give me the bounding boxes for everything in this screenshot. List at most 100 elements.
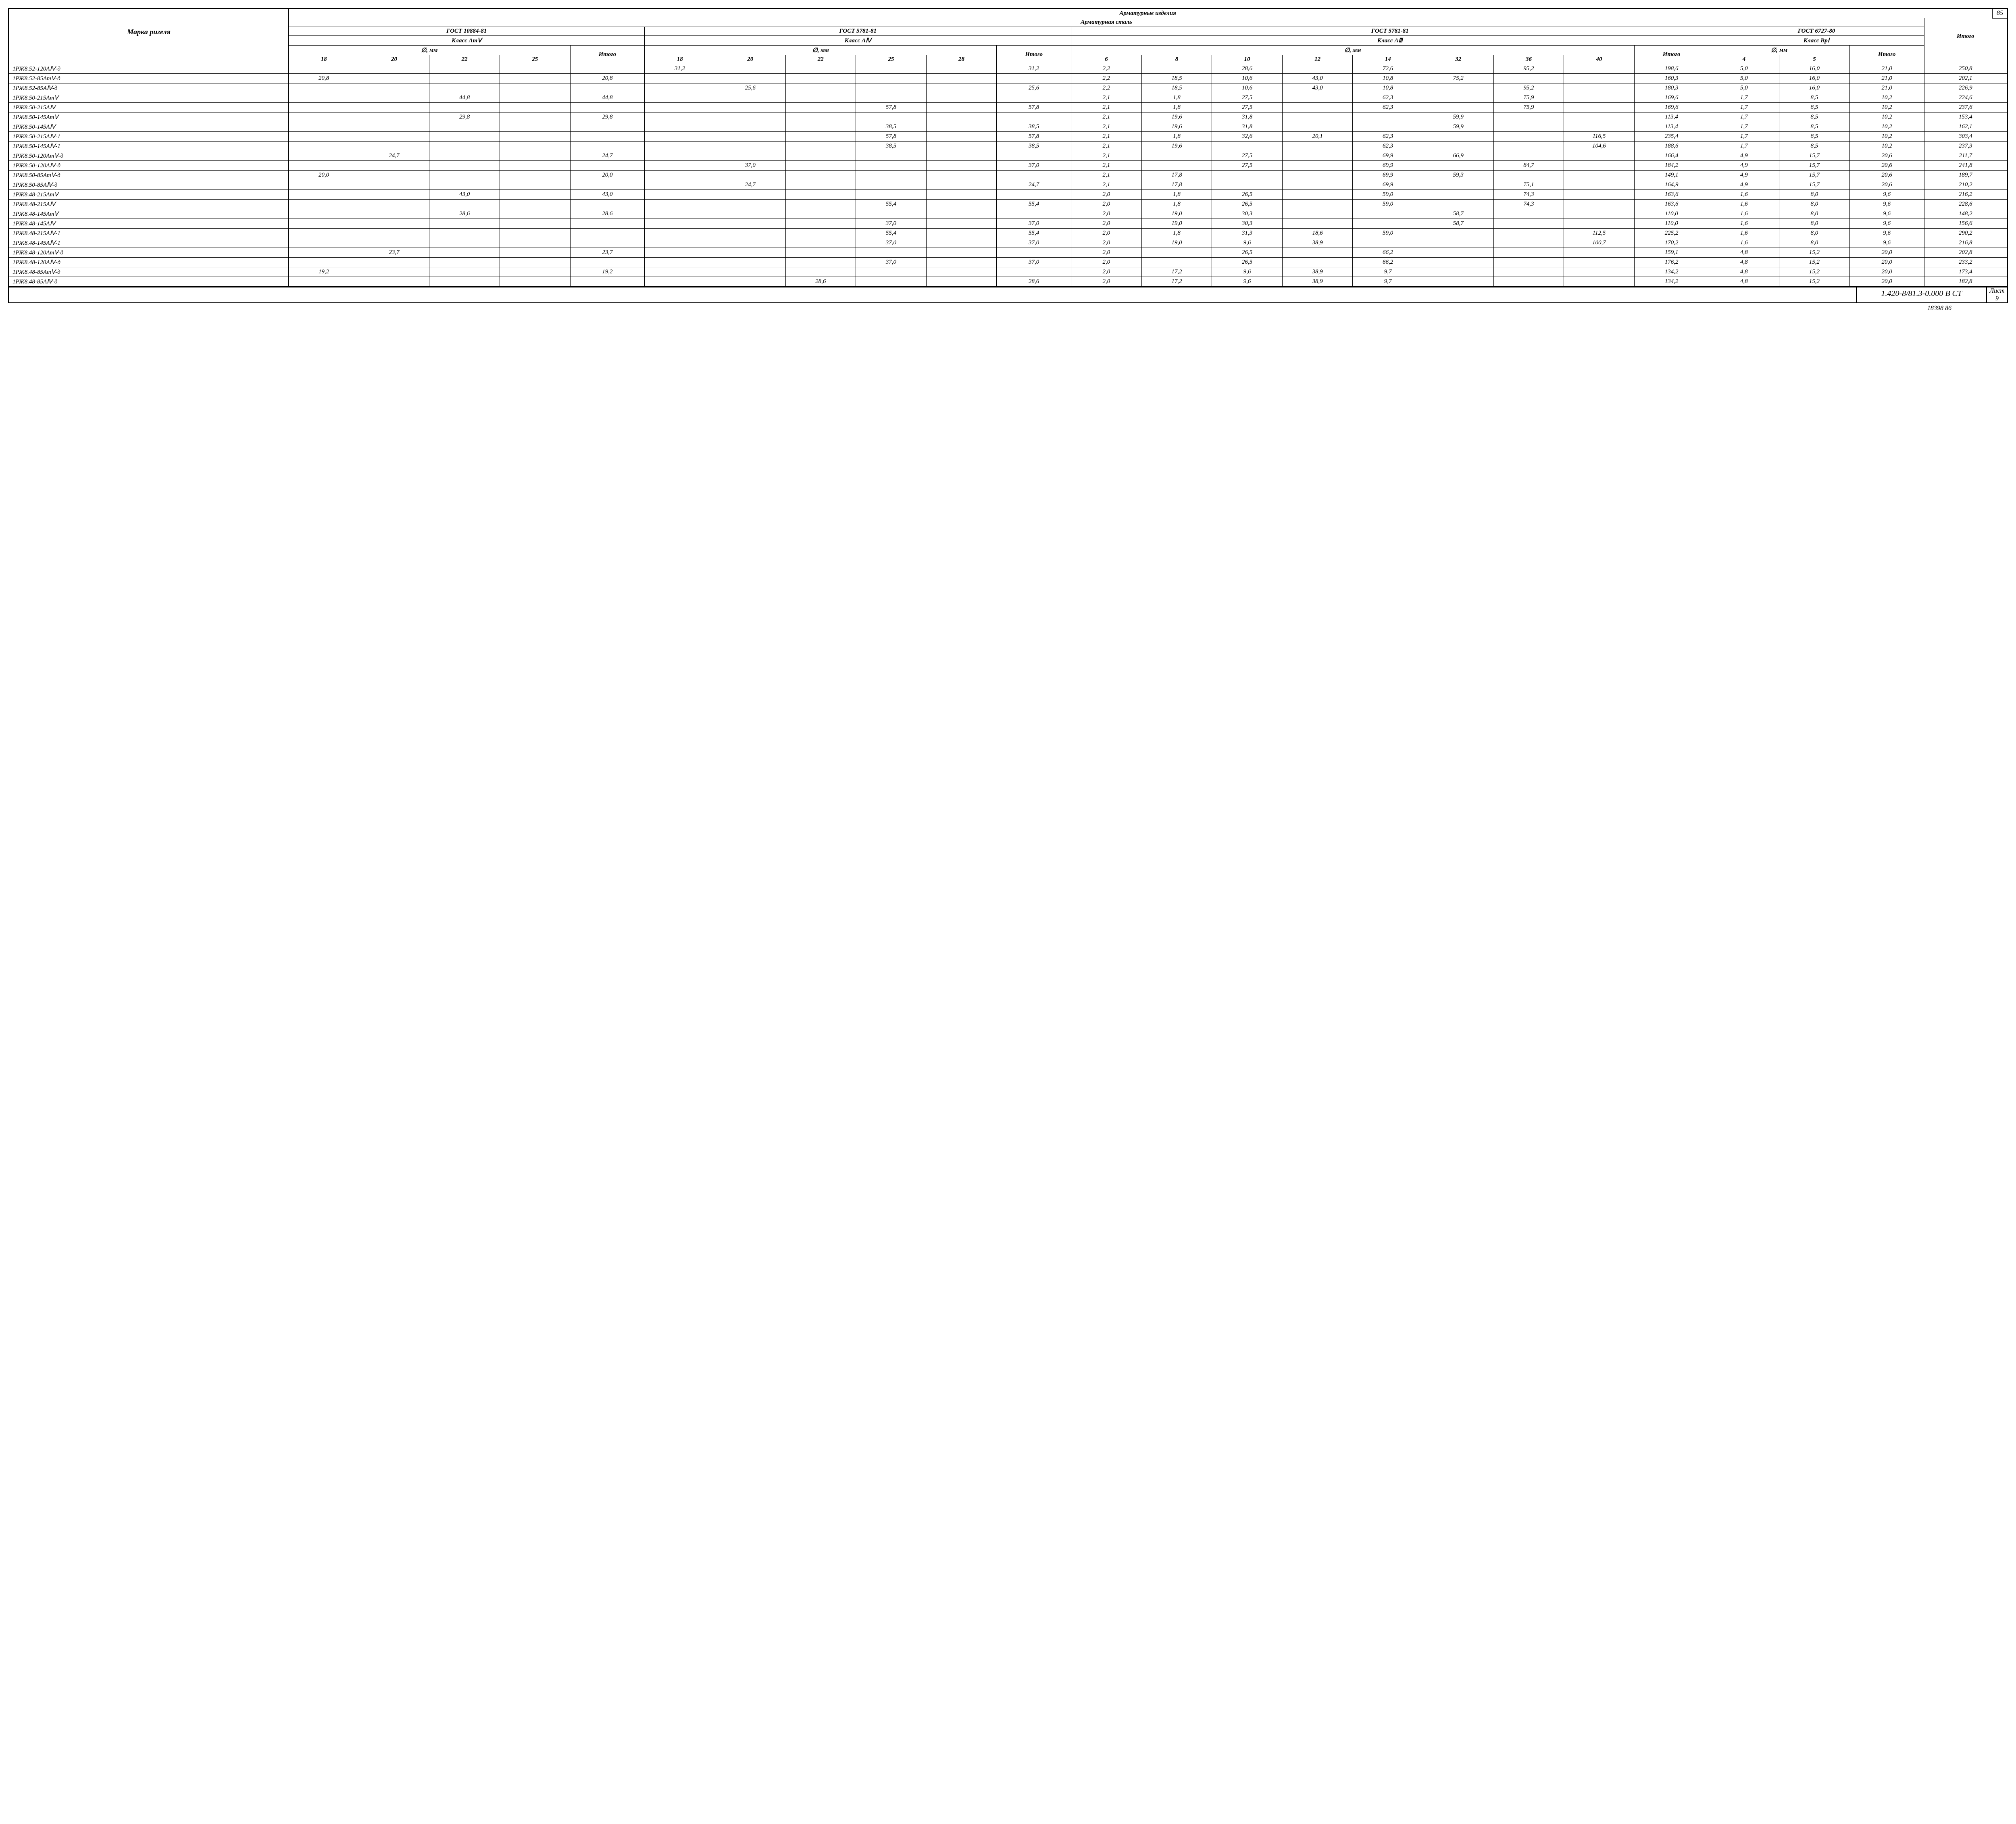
cell: 75,2 [1423, 74, 1493, 83]
table-header: Марка ригеля Арматурные изделия Арматурн… [9, 9, 2007, 64]
cell [856, 209, 927, 219]
cell: 9,6 [1849, 238, 1924, 248]
cell: 116,5 [1564, 132, 1635, 142]
cell [1564, 93, 1635, 103]
cell [1493, 229, 1564, 238]
cell: 2,1 [1071, 112, 1142, 122]
cell: 4,9 [1709, 171, 1779, 180]
table-row: 1РЖ8.48-215АⅣ55,455,42,01,826,559,074,31… [9, 200, 2007, 209]
header-itogo-total: Итого [1924, 18, 2007, 55]
row-label: 1РЖ8.50-145АⅣ [9, 122, 289, 132]
cell [715, 267, 785, 277]
cell [359, 180, 429, 190]
cell [1564, 190, 1635, 200]
cell [715, 200, 785, 209]
cell [1141, 248, 1212, 258]
header-diam: 10 [1212, 55, 1283, 64]
header-diam: 20 [715, 55, 785, 64]
cell [359, 64, 429, 74]
header-gost3: ГОСТ 5781-81 [1071, 27, 1709, 36]
cell: 19,6 [1141, 142, 1212, 151]
cell: 2,0 [1071, 277, 1142, 287]
cell: 16,0 [1779, 64, 1850, 74]
cell [1564, 258, 1635, 267]
cell [289, 190, 359, 200]
cell [645, 180, 715, 190]
cell: 1,7 [1709, 112, 1779, 122]
cell [926, 200, 997, 209]
cell [926, 258, 997, 267]
cell: 2,1 [1071, 103, 1142, 112]
cell: 15,7 [1779, 161, 1850, 171]
cell [856, 161, 927, 171]
cell: 134,2 [1634, 277, 1709, 287]
cell [785, 112, 856, 122]
cell: 153,4 [1924, 112, 2007, 122]
cell [1564, 122, 1635, 132]
footer-text: 18398 86 [8, 305, 2008, 312]
header-diam: 14 [1353, 55, 1423, 64]
cell [289, 277, 359, 287]
row-label: 1РЖ8.50-85АтⅤ-д [9, 171, 289, 180]
cell: 37,0 [856, 258, 927, 267]
cell: 66,2 [1353, 248, 1423, 258]
cell [429, 180, 500, 190]
cell: 202,8 [1924, 248, 2007, 258]
cell [359, 258, 429, 267]
cell: 38,5 [856, 142, 927, 151]
cell [1423, 83, 1493, 93]
cell [785, 190, 856, 200]
cell [1282, 122, 1353, 132]
cell [785, 93, 856, 103]
cell: 1,6 [1709, 190, 1779, 200]
cell: 15,2 [1779, 248, 1850, 258]
cell [715, 277, 785, 287]
cell: 2,0 [1071, 238, 1142, 248]
header-diam: 36 [1493, 55, 1564, 64]
cell [1493, 122, 1564, 132]
cell: 9,6 [1849, 190, 1924, 200]
cell [1353, 238, 1423, 248]
cell [1564, 180, 1635, 190]
row-label: 1РЖ8.48-215АтⅤ [9, 190, 289, 200]
cell [429, 171, 500, 180]
cell [1564, 171, 1635, 180]
cell: 21,0 [1849, 83, 1924, 93]
cell [785, 267, 856, 277]
cell: 8,0 [1779, 219, 1850, 229]
cell: 113,4 [1634, 112, 1709, 122]
cell [926, 132, 997, 142]
cell [785, 209, 856, 219]
cell: 20,6 [1849, 151, 1924, 161]
cell: 162,1 [1924, 122, 2007, 132]
cell [926, 83, 997, 93]
cell [500, 93, 570, 103]
cell: 8,5 [1779, 93, 1850, 103]
cell: 69,9 [1353, 180, 1423, 190]
cell [429, 132, 500, 142]
cell [500, 180, 570, 190]
cell [289, 103, 359, 112]
cell [359, 142, 429, 151]
cell [429, 151, 500, 161]
table-row: 1РЖ8.48-215АтⅤ43,043,02,01,826,559,074,3… [9, 190, 2007, 200]
cell: 37,0 [856, 238, 927, 248]
cell: 15,2 [1779, 277, 1850, 287]
cell: 104,6 [1564, 142, 1635, 151]
cell [645, 132, 715, 142]
cell [785, 142, 856, 151]
header-gost4: ГОСТ 6727-80 [1709, 27, 1924, 36]
cell: 1,8 [1141, 93, 1212, 103]
cell [359, 112, 429, 122]
cell: 2,1 [1071, 180, 1142, 190]
cell [856, 112, 927, 122]
cell [289, 248, 359, 258]
cell [1141, 161, 1212, 171]
cell [570, 161, 645, 171]
cell [289, 229, 359, 238]
cell [289, 238, 359, 248]
cell [1564, 267, 1635, 277]
cell: 84,7 [1493, 161, 1564, 171]
cell: 1,6 [1709, 209, 1779, 219]
cell [1493, 132, 1564, 142]
